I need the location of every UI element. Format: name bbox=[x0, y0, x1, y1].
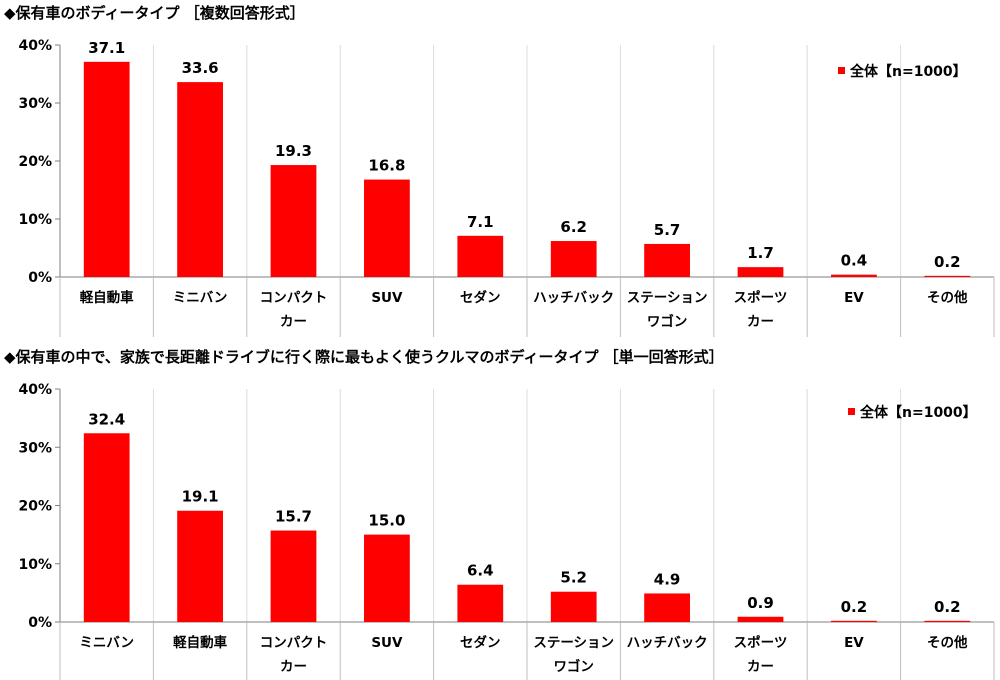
data-label: 0.4 bbox=[841, 252, 868, 270]
legend-swatch bbox=[848, 408, 855, 415]
y-tick-label: 30% bbox=[18, 440, 52, 456]
bar-chart-1: 0% 10% 20% 30% 40% 37.1 軽自動車 33.6 ミニバン 19.3 コンパクトカ… bbox=[18, 38, 995, 337]
category-label: ステーション bbox=[627, 290, 708, 306]
data-label: 5.2 bbox=[560, 569, 587, 587]
category-label: カー bbox=[280, 659, 307, 675]
bar bbox=[924, 620, 971, 622]
bar bbox=[364, 534, 410, 622]
category-label: 軽自動車 bbox=[80, 289, 134, 306]
data-label: 15.7 bbox=[275, 508, 312, 526]
category-label: ワゴン bbox=[553, 658, 594, 675]
y-tick-label: 20% bbox=[18, 154, 52, 170]
category-label: コンパクト bbox=[260, 290, 328, 306]
data-label: 33.6 bbox=[182, 59, 219, 77]
y-tick-label: 10% bbox=[18, 557, 52, 573]
legend-swatch bbox=[838, 67, 845, 74]
bar bbox=[550, 591, 597, 622]
bar bbox=[457, 584, 504, 622]
data-label: 37.1 bbox=[88, 39, 125, 57]
bar bbox=[644, 593, 690, 622]
data-label: 1.7 bbox=[747, 244, 774, 262]
category-label: ステーション bbox=[533, 635, 614, 651]
category-label: セダン bbox=[460, 289, 501, 306]
category-label: 軽自動車 bbox=[173, 634, 227, 651]
y-tick-label: 30% bbox=[18, 96, 52, 112]
y-tick-label: 40% bbox=[18, 382, 52, 398]
legend-label: 全体【n=1000】 bbox=[859, 404, 977, 421]
data-label: 19.3 bbox=[275, 142, 312, 160]
bar bbox=[831, 620, 877, 622]
bar bbox=[831, 274, 877, 277]
data-label: 32.4 bbox=[88, 410, 125, 428]
category-label: コンパクト bbox=[260, 635, 328, 651]
data-label: 0.9 bbox=[747, 594, 774, 612]
bar bbox=[270, 165, 317, 277]
bar bbox=[737, 267, 784, 277]
bar bbox=[177, 510, 223, 622]
data-label: 6.2 bbox=[560, 218, 587, 236]
y-tick-label: 0% bbox=[28, 615, 52, 631]
data-label: 7.1 bbox=[467, 213, 494, 231]
category-label: ハッチバック bbox=[533, 290, 614, 306]
chart-title-1: ◆保有車のボディータイプ ［複数回答形式］ bbox=[4, 4, 305, 22]
bar bbox=[270, 530, 317, 622]
bar bbox=[83, 61, 130, 277]
category-label: ワゴン bbox=[647, 313, 688, 330]
bar bbox=[457, 235, 504, 277]
data-label: 15.0 bbox=[368, 512, 405, 530]
data-label: 4.9 bbox=[654, 570, 681, 588]
category-label: EV bbox=[844, 290, 864, 306]
category-label: ミニバン bbox=[79, 635, 134, 651]
category-label: その他 bbox=[927, 634, 968, 651]
category-label: SUV bbox=[371, 290, 403, 306]
legend-label: 全体【n=1000】 bbox=[849, 63, 967, 80]
category-label: その他 bbox=[927, 289, 968, 306]
bar bbox=[644, 243, 690, 277]
data-label: 19.1 bbox=[182, 488, 219, 506]
category-label: ミニバン bbox=[173, 290, 228, 306]
legend: 全体【n=1000】 bbox=[838, 63, 967, 80]
bar bbox=[364, 179, 410, 277]
bar bbox=[924, 275, 971, 277]
data-label: 6.4 bbox=[467, 562, 494, 580]
category-label: スポーツ bbox=[734, 289, 788, 306]
y-tick-label: 40% bbox=[18, 38, 52, 54]
bar bbox=[550, 241, 597, 277]
data-label: 0.2 bbox=[841, 598, 868, 616]
category-label: ハッチバック bbox=[627, 635, 708, 651]
data-label: 16.8 bbox=[368, 157, 405, 175]
y-tick-label: 10% bbox=[18, 212, 52, 228]
chart-title-2: ◆保有車の中で、家族で長距離ドライブに行く際に最もよく使うクルマのボディータイプ… bbox=[4, 348, 724, 366]
category-label: セダン bbox=[460, 634, 501, 651]
category-label: EV bbox=[844, 635, 864, 651]
legend: 全体【n=1000】 bbox=[848, 404, 977, 421]
category-label: SUV bbox=[371, 635, 403, 651]
bar-chart-2: 0% 10% 20% 30% 40% 32.4 ミニバン 19.1 軽自動車 15.7 コンパクトカ… bbox=[18, 382, 995, 680]
category-label: カー bbox=[747, 659, 774, 675]
bar bbox=[177, 82, 223, 278]
data-label: 0.2 bbox=[934, 598, 961, 616]
y-tick-label: 20% bbox=[18, 499, 52, 515]
category-label: カー bbox=[280, 314, 307, 330]
category-label: スポーツ bbox=[734, 634, 788, 651]
data-label: 0.2 bbox=[934, 253, 961, 271]
bar bbox=[83, 433, 130, 622]
y-tick-label: 0% bbox=[28, 270, 52, 286]
bar bbox=[737, 616, 784, 622]
category-label: カー bbox=[747, 314, 774, 330]
data-label: 5.7 bbox=[654, 221, 681, 239]
